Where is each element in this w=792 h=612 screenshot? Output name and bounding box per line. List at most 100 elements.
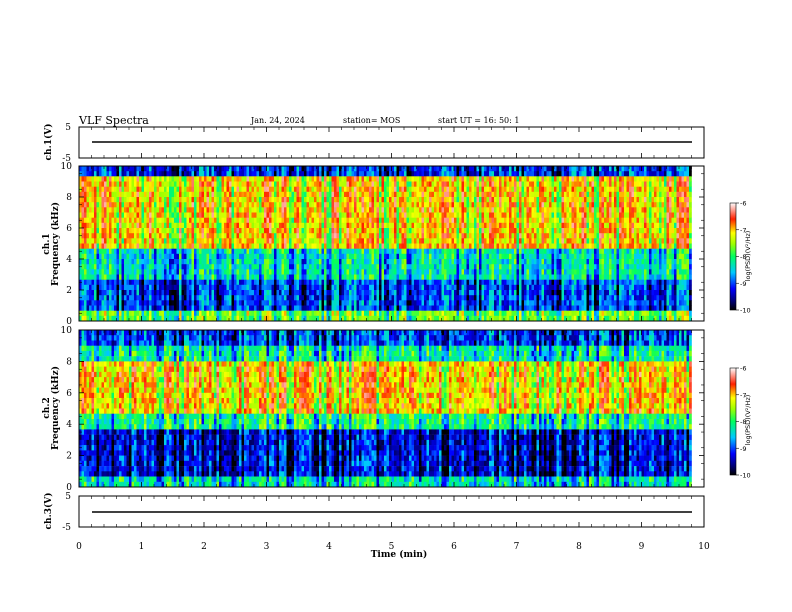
spectrogram-cell [386,279,390,286]
spectrogram-cell [206,284,210,291]
spectrogram-cell [119,217,122,224]
spectrogram-cell [121,171,125,177]
spectrogram-cell [344,166,347,172]
spectrogram-cell [319,217,322,224]
spectrogram-cell [439,264,442,270]
spectrogram-cell [399,243,402,249]
spectrogram-cell [199,269,202,275]
spectrogram-cell [266,181,270,187]
spectrogram-cell [189,166,192,172]
spectrogram-cell [424,274,427,280]
spectrogram-cell [79,176,82,182]
spectrogram-cell [366,274,370,280]
spectrogram-cell [346,197,350,203]
spectrogram-cell [384,191,387,198]
spectrogram-cell [176,305,180,311]
spectrogram-cell [144,176,147,182]
spectrogram-cell [356,300,360,306]
spectrogram-cell [214,279,217,286]
spectrogram-cell [339,176,342,182]
spectrogram-cell [471,264,475,270]
spectrogram-cell [371,310,375,317]
spectrogram-cell [474,305,477,311]
spectrogram-cell [391,269,395,275]
spectrogram-cell [466,186,470,193]
spectrogram-cell [124,315,127,322]
spectrogram-cell [259,295,262,301]
spectrogram-cell [346,310,350,317]
spectrogram-cell [324,253,327,260]
spectrogram-cell [291,176,295,182]
spectrogram-cell [266,171,270,177]
spectrogram-cell [244,274,247,280]
spectrogram-cell [271,176,275,182]
spectrogram-cell [241,310,245,317]
spectrogram-cell [184,290,187,296]
spectrogram-cell [231,238,235,244]
spectrogram-cell [261,207,265,213]
spectrogram-cell [436,295,440,301]
spectrogram-cell [131,202,135,208]
spectrogram-cell [149,191,152,198]
spectrogram-cell [494,181,497,187]
spectrogram-cell [229,222,232,229]
spectrogram-cell [361,279,365,286]
spectrogram-cell [141,233,145,239]
spectrogram-cell [424,279,427,286]
spectrogram-cell [109,315,112,322]
spectrogram-cell [146,222,150,229]
spectrogram-cell [464,295,467,301]
spectrogram-cell [359,238,362,244]
spectrogram-cell [291,202,295,208]
spectrogram-cell [376,279,380,286]
spectrogram-cell [119,284,122,291]
spectrogram-cell [241,305,245,311]
spectrogram-cell [394,274,397,280]
spectrogram-cell [216,264,220,270]
spectrogram-cell [356,217,360,224]
spectrogram-cell [401,228,405,234]
spectrogram-cell [304,284,307,291]
spectrogram-cell [299,207,302,213]
spectrogram-cell [411,315,415,322]
spectrogram-cell [81,243,85,249]
spectrogram-cell [374,259,377,265]
figure-title: VLF Spectra [78,114,149,127]
spectrogram-cell [434,279,437,286]
spectrogram-cell [191,197,195,203]
spectrogram-cell [476,295,480,301]
spectrogram-cell [176,233,180,239]
spectrogram-cell [181,222,185,229]
spectrogram-cell [304,207,307,213]
spectrogram-cell [171,279,175,286]
spectrogram-cell [184,212,187,218]
spectrogram-cell [411,233,415,239]
spectrogram-cell [171,259,175,265]
spectrogram-cell [109,233,112,239]
spectrogram-cell [416,222,420,229]
spectrogram-cell [134,222,137,229]
spectrogram-cell [376,259,380,265]
spectrogram-cell [371,300,375,306]
spectrogram-cell [274,269,277,275]
spectrogram-cell [221,305,225,311]
spectrogram-cell [354,238,357,244]
spectrogram-cell [441,207,445,213]
spectrogram-cell [324,279,327,286]
spectrogram-cell [231,295,235,301]
spectrogram-cell [176,295,180,301]
spectrogram-cell [364,243,367,249]
spectrogram-cell [326,279,330,286]
spectrogram-cell [271,191,275,198]
spectrogram-cell [99,300,102,306]
spectrogram-cell [104,279,107,286]
spectrogram-cell [416,264,420,270]
spectrogram-cell [99,181,102,187]
spectrogram-cell [109,269,112,275]
spectrogram-cell [211,305,215,311]
spectrogram-cell [336,186,340,193]
spectrogram-cell [201,300,205,306]
spectrogram-cell [194,166,197,172]
spectrogram-cell [336,290,340,296]
spectrogram-cell [159,284,162,291]
